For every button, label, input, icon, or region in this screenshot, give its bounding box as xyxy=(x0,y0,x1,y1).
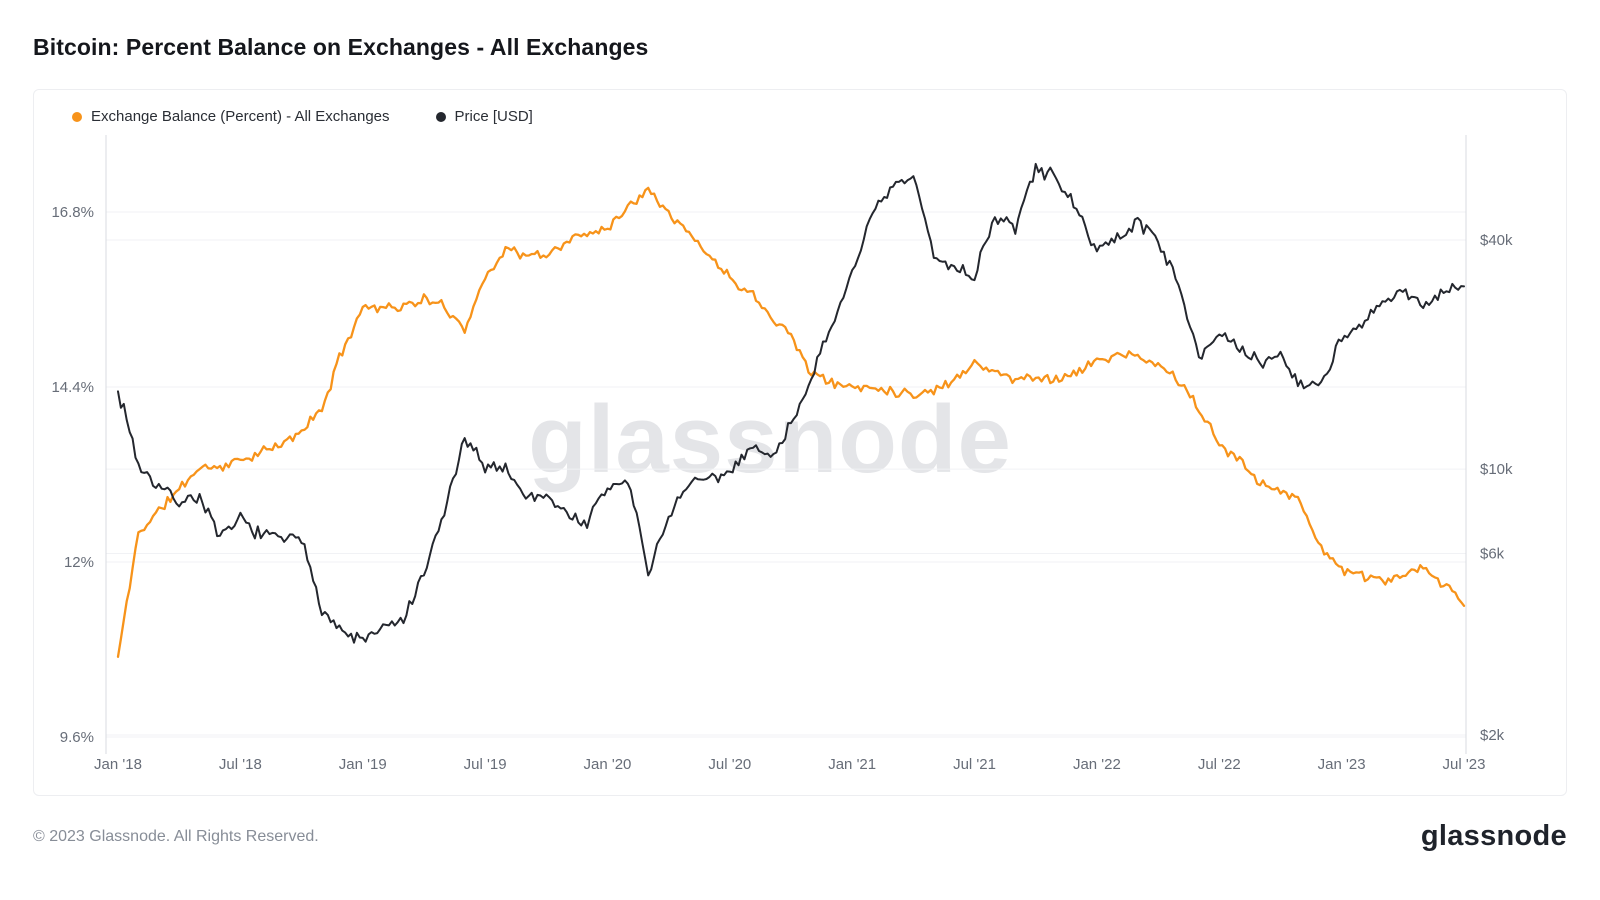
svg-text:Jan '22: Jan '22 xyxy=(1073,756,1121,773)
svg-text:Jul '19: Jul '19 xyxy=(464,756,507,773)
svg-text:16.8%: 16.8% xyxy=(51,204,94,221)
svg-text:$2k: $2k xyxy=(1480,727,1505,744)
svg-text:Jul '20: Jul '20 xyxy=(708,756,751,773)
svg-text:$40k: $40k xyxy=(1480,232,1513,249)
svg-text:Jan '20: Jan '20 xyxy=(584,756,632,773)
svg-text:Jul '23: Jul '23 xyxy=(1443,756,1486,773)
svg-text:Jul '18: Jul '18 xyxy=(219,756,262,773)
legend-item-exchange-balance[interactable]: Exchange Balance (Percent) - All Exchang… xyxy=(72,108,390,125)
legend-swatch-dark xyxy=(435,111,446,122)
legend-label-price: Price [USD] xyxy=(454,108,533,125)
svg-text:Jul '22: Jul '22 xyxy=(1198,756,1241,773)
svg-text:Jan '21: Jan '21 xyxy=(828,756,876,773)
glassnode-watermark: glassnode xyxy=(528,386,1012,493)
legend-label-exchange-balance: Exchange Balance (Percent) - All Exchang… xyxy=(91,108,390,125)
svg-text:$6k: $6k xyxy=(1480,545,1505,562)
svg-text:9.6%: 9.6% xyxy=(60,729,94,746)
svg-text:Jan '23: Jan '23 xyxy=(1318,756,1366,773)
chart-legend: Exchange Balance (Percent) - All Exchang… xyxy=(72,108,533,125)
chart-card: Exchange Balance (Percent) - All Exchang… xyxy=(33,89,1567,796)
page-title: Bitcoin: Percent Balance on Exchanges - … xyxy=(33,34,649,60)
svg-text:Jan '18: Jan '18 xyxy=(94,756,142,773)
legend-item-price[interactable]: Price [USD] xyxy=(435,108,533,125)
svg-text:Jul '21: Jul '21 xyxy=(953,756,996,773)
svg-text:14.4%: 14.4% xyxy=(51,379,94,396)
footer: © 2023 Glassnode. All Rights Reserved. g… xyxy=(33,820,1567,853)
legend-swatch-orange xyxy=(72,111,82,122)
glassnode-logo: glassnode xyxy=(1420,820,1567,852)
copyright-text: © 2023 Glassnode. All Rights Reserved. xyxy=(33,827,319,845)
svg-text:12%: 12% xyxy=(64,554,94,571)
chart-canvas[interactable]: 9.6% 12% 14.4% 16.8% $2k $6k $10k $40k Jan '18 Ju… xyxy=(34,90,1568,797)
svg-text:Jan '19: Jan '19 xyxy=(339,756,387,773)
svg-text:$10k: $10k xyxy=(1480,461,1513,478)
